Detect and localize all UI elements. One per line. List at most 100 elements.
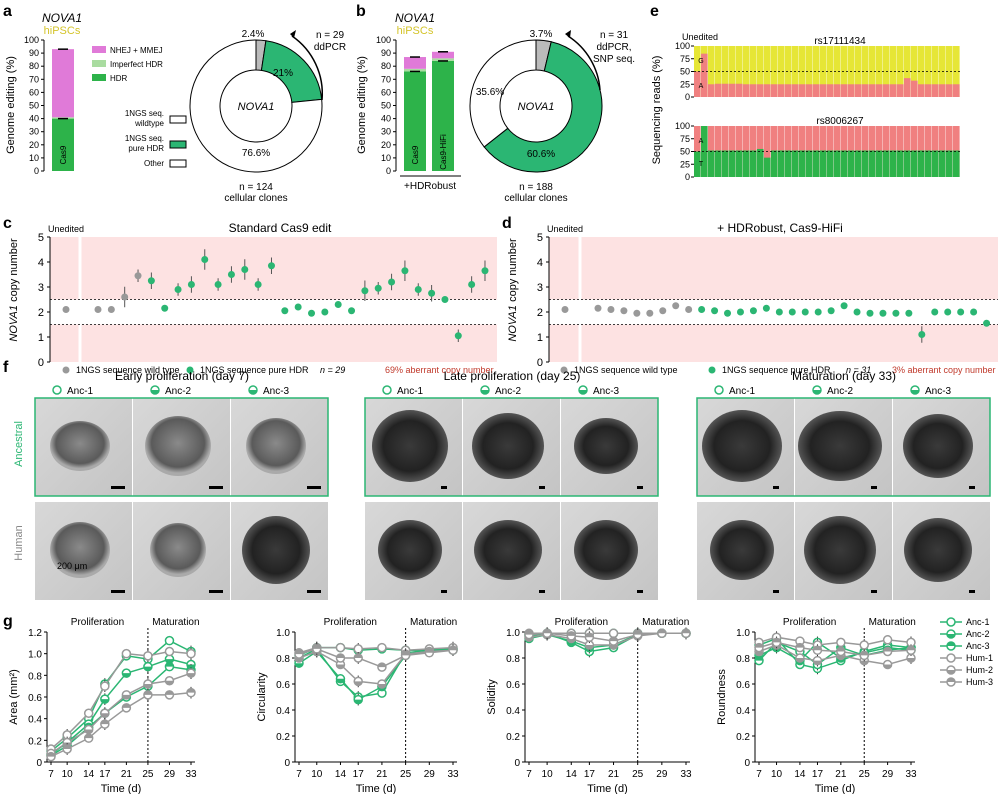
e-top-bar — [729, 46, 736, 97]
panel-e-bottom-letter-t: T — [699, 161, 704, 168]
f-spheroid — [574, 418, 638, 474]
b-ytick-label: 0 — [386, 166, 391, 176]
g-xtick-label: 17 — [812, 769, 824, 780]
panel-f: Ancestral Human Early proliferation (day… — [13, 369, 991, 600]
g-point — [164, 646, 175, 657]
g-legend-label: Anc-1 — [966, 617, 990, 627]
panel-b-pie-label-3: 60.6% — [527, 149, 555, 160]
f-spheroid — [378, 520, 442, 580]
g-xtick-label: 10 — [311, 769, 323, 780]
legend-hdr: HDR — [110, 74, 128, 83]
e-bot-bar-green — [939, 150, 946, 177]
g-ytick-label: 0.8 — [276, 654, 290, 665]
f-group-2: Maturation (day 33)Anc-1Anc-2Anc-3Hum-1H… — [696, 369, 991, 600]
panel-a-n-bottom2: cellular clones — [224, 193, 287, 204]
a-ytick-label: 70 — [29, 74, 39, 84]
g-point-fill — [63, 745, 72, 749]
g-point-fill — [772, 638, 781, 643]
panel-d-title: + HDRobust, Cas9-HiFi — [717, 221, 843, 235]
f-scalebar — [773, 590, 779, 593]
g-point-fill — [425, 648, 434, 653]
g-point-fill — [122, 673, 131, 678]
f-anc-label: Anc-3 — [263, 386, 290, 397]
g-xlabel: Time (d) — [101, 783, 142, 794]
f-spheroid — [472, 413, 544, 479]
g-point — [83, 708, 94, 718]
g-point-fill — [907, 658, 915, 662]
f-spheroid — [904, 518, 972, 582]
g-ytick-label: 0.6 — [506, 680, 520, 691]
g-point-fill — [165, 680, 174, 685]
f-anc-label: Anc-1 — [729, 386, 756, 397]
panel-c: Standard Cas9 edit Unedited NOVA1 copy n… — [8, 221, 497, 375]
b-bar-0-2 — [404, 57, 426, 69]
b-pie-slice-1 — [483, 41, 603, 173]
legend-swatch-imperfect — [92, 60, 106, 67]
e-top-bar — [862, 46, 869, 97]
e-top-bar-red — [841, 84, 848, 97]
g-legend-label: Hum-1 — [966, 653, 993, 663]
g-point-fill — [449, 646, 457, 651]
d-plot-ytick-label: 5 — [537, 232, 543, 244]
d-plot-point — [736, 308, 744, 316]
e-top-bar — [953, 46, 960, 97]
g-xtick-label: 7 — [526, 769, 532, 780]
f-ancestral-frame — [696, 397, 991, 497]
g-series-line-hum-3 — [50, 691, 192, 758]
legend-nhej: NHEJ + MMEJ — [110, 46, 163, 55]
f-scalebar — [637, 486, 643, 489]
panel-e-top-title: rs17111434 — [814, 36, 866, 47]
panel-b: NOVA1 hiPSCs Genome editing (%) 0 10 20 30 4… — [356, 11, 635, 204]
e-ytick-label: 100 — [675, 41, 690, 51]
g-xtick-label: 21 — [835, 769, 847, 780]
b-pie-slice-2 — [469, 39, 537, 148]
g-xtick-label: 10 — [62, 769, 74, 780]
d-plot-point — [944, 308, 952, 316]
panel-d-n: n = 31 — [846, 365, 871, 375]
g-xlabel: Time (d) — [587, 783, 628, 794]
g-point-fill — [836, 647, 845, 652]
g-ytick-label: 0 — [284, 758, 290, 769]
f-scalebar — [307, 590, 321, 593]
g-point — [143, 651, 153, 661]
g-phase-maturation: Maturation — [410, 617, 457, 628]
f-scalebar — [209, 486, 223, 489]
g-xlabel: Time (d) — [815, 783, 856, 794]
e-top-bar — [813, 46, 820, 97]
f-spheroid — [50, 421, 110, 471]
b-ytick-label: 100 — [376, 35, 391, 45]
g-point-fill — [755, 656, 763, 661]
panel-e-top-letter-a: A — [699, 83, 704, 90]
g-point-fill — [354, 681, 363, 686]
panel-c-legend-2: 1NGS sequence pure HDR — [200, 365, 309, 375]
g-phase-proliferation: Proliferation — [71, 617, 124, 628]
g-ytick-label: 1.0 — [28, 650, 42, 661]
g-ytick-label: 0.6 — [736, 680, 750, 691]
g-point-fill — [860, 651, 869, 656]
f-anc-label: Anc-3 — [593, 386, 620, 397]
g-point — [353, 644, 363, 654]
e-bot-bar-green — [722, 150, 729, 177]
e-bot-bar-green — [869, 150, 876, 177]
f-anc-marker-fill — [481, 390, 489, 394]
f-scalebar — [871, 486, 877, 489]
f-scalebar — [969, 590, 975, 593]
pie-legend-wt-2: wildtype — [134, 119, 164, 128]
g-ytick-label: 1.2 — [28, 628, 42, 639]
e-bot-bar-green — [736, 150, 743, 177]
panel-letter-a: a — [3, 3, 12, 20]
panel-e-bottom-title: rs8006267 — [816, 116, 864, 127]
c-plot-point — [348, 307, 356, 315]
g-xtick-label: 25 — [859, 769, 871, 780]
e-bot-bar-green — [820, 150, 827, 177]
e-ytick-label: 50 — [680, 147, 690, 157]
e-top-bar-red — [750, 84, 757, 97]
f-scalebar — [969, 486, 975, 489]
panel-a-bar-label: Cas9 — [59, 145, 68, 164]
f-spheroid — [474, 520, 542, 580]
panel-a-pie-label-3: 76.6% — [242, 148, 270, 159]
d-plot-point — [983, 319, 991, 327]
d-plot-point — [685, 306, 693, 313]
g-point — [377, 642, 387, 653]
f-scalebar — [539, 590, 545, 593]
